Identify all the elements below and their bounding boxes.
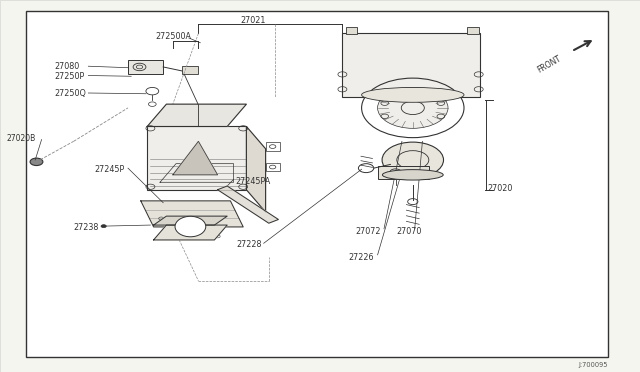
Text: 272500A: 272500A (155, 32, 191, 41)
Text: 27020B: 27020B (6, 134, 36, 143)
Polygon shape (218, 186, 278, 223)
Text: 27250Q: 27250Q (54, 89, 86, 98)
Ellipse shape (362, 87, 464, 102)
Text: J:700095: J:700095 (579, 362, 608, 368)
Bar (266, 163, 280, 171)
Polygon shape (154, 225, 227, 240)
Text: 27245PA: 27245PA (236, 177, 271, 186)
Circle shape (382, 142, 444, 178)
Text: 27245P: 27245P (95, 165, 125, 174)
Text: FRONT: FRONT (536, 54, 563, 75)
Circle shape (101, 225, 106, 228)
Text: 27228: 27228 (237, 240, 262, 249)
Text: 27238: 27238 (74, 223, 99, 232)
Text: 27250P: 27250P (54, 72, 84, 81)
Bar (378, 166, 429, 179)
Bar (128, 60, 163, 74)
Bar (266, 142, 280, 151)
Ellipse shape (383, 170, 443, 180)
Ellipse shape (175, 217, 206, 237)
Bar (342, 33, 480, 97)
Text: 27226: 27226 (349, 253, 374, 262)
Bar (147, 126, 246, 190)
Circle shape (30, 158, 43, 166)
Circle shape (378, 87, 448, 128)
Text: 27070: 27070 (397, 227, 422, 236)
Text: 27072: 27072 (355, 227, 381, 236)
Bar (346, 27, 357, 34)
Polygon shape (154, 216, 227, 225)
Bar (182, 66, 198, 74)
Polygon shape (147, 104, 246, 126)
Text: 27021: 27021 (240, 16, 266, 25)
Text: 27020: 27020 (488, 185, 513, 193)
Bar (467, 27, 479, 34)
Text: 27080: 27080 (54, 62, 79, 71)
Polygon shape (173, 141, 218, 175)
Polygon shape (141, 201, 243, 227)
Polygon shape (246, 126, 266, 212)
